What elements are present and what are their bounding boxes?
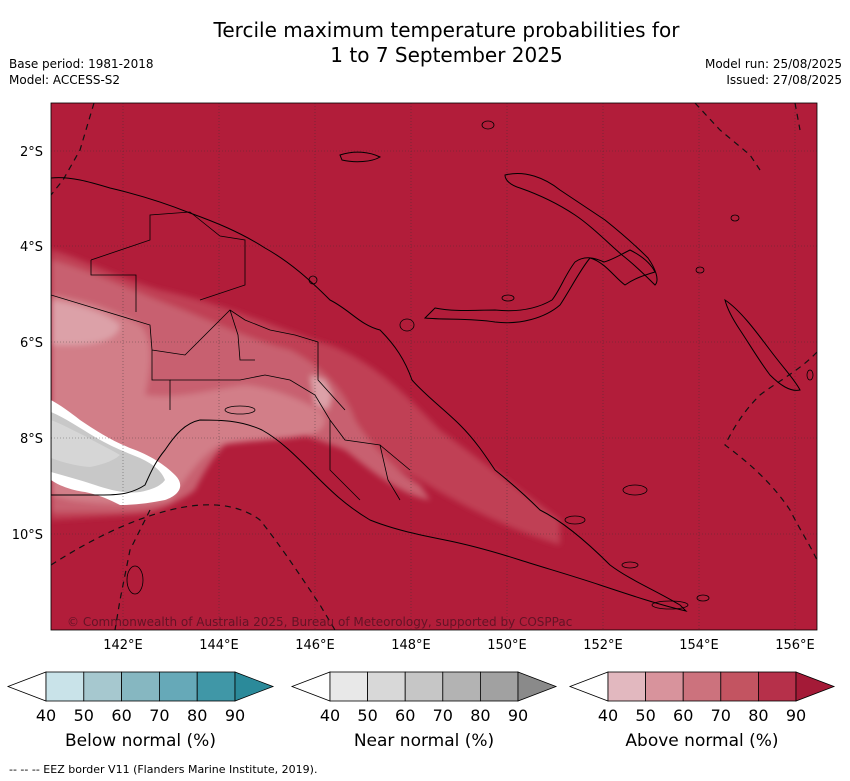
eez-footnote: -- -- -- EEZ border V11 (Flanders Marine…: [9, 763, 318, 776]
lon-label: 152°E: [583, 638, 623, 653]
above-normal-swatch: [645, 671, 684, 702]
lat-label: 10°S: [12, 528, 43, 543]
chart-title: Tercile maximum temperature probabilitie…: [0, 18, 850, 68]
meta-right: Model run: 25/08/2025 Issued: 27/08/2025: [705, 56, 842, 88]
title-line-1: Tercile maximum temperature probabilitie…: [213, 18, 680, 42]
title-line-2: 1 to 7 September 2025: [330, 43, 563, 67]
lat-labels: 2°S 4°S 6°S 8°S 10°S: [12, 145, 43, 543]
near-normal-swatch: [367, 671, 406, 702]
lat-label: 8°S: [20, 432, 43, 447]
lon-labels: 142°E 144°E 146°E 148°E 150°E 152°E 154°…: [103, 638, 815, 653]
below-normal-swatch: [45, 671, 85, 702]
new-britain-outline: [423, 249, 656, 324]
near-normal-tick-label: 70: [433, 706, 453, 725]
lon-label: 142°E: [103, 638, 143, 653]
above-normal-swatch: [758, 671, 797, 702]
near-normal-tick-label: 40: [320, 706, 340, 725]
below-normal-upper-extend: [234, 671, 275, 702]
near-normal-lower-extend: [290, 671, 331, 702]
copyright-text: © Commonwealth of Australia 2025, Bureau…: [67, 615, 572, 629]
near-normal-core: [51, 420, 120, 467]
above-normal-swatch: [720, 671, 759, 702]
issued-text: Issued: 27/08/2025: [726, 73, 842, 87]
near-normal-title: Near normal (%): [353, 731, 495, 751]
lat-label: 2°S: [20, 145, 43, 160]
model-run-text: Model run: 25/08/2025: [704, 57, 842, 71]
near-normal-swatch: [479, 671, 519, 702]
lon-label: 154°E: [679, 638, 719, 653]
above-normal-upper-extend: [795, 671, 836, 702]
below-normal-swatch: [83, 671, 123, 702]
above-normal-tick-label: 80: [748, 706, 768, 725]
band-50-east: [310, 375, 332, 410]
below-normal-tick-label: 90: [225, 706, 245, 725]
above-normal-tick-label: 90: [786, 706, 806, 725]
near-normal-swatch: [442, 671, 481, 702]
below-normal-tick-label: 70: [149, 706, 169, 725]
model-text: Model: ACCESS-S2: [9, 73, 121, 87]
below-normal-swatch: [158, 671, 198, 702]
lon-label: 144°E: [199, 638, 239, 653]
above-normal-lower-extend: [568, 671, 609, 702]
below-normal-title: Below normal (%): [65, 731, 216, 751]
bougainville-outline: [724, 298, 801, 391]
below-normal-swatch: [196, 671, 236, 702]
near-normal-tick-label: 50: [357, 706, 377, 725]
provincial-boundaries: [51, 211, 411, 501]
map-frame: [50, 102, 818, 631]
png-mainland-outline: [51, 177, 688, 612]
below-normal-tick-label: 50: [74, 706, 94, 725]
map-area: © Commonwealth of Australia 2025, Bureau…: [51, 103, 817, 630]
below-normal-tick-label: 40: [36, 706, 56, 725]
near-normal-tick-label: 80: [470, 706, 490, 725]
lon-label: 150°E: [487, 638, 527, 653]
meta-left: Base period: 1981-2018 Model: ACCESS-S2: [9, 56, 154, 88]
small-islands: [126, 120, 814, 610]
lon-label: 146°E: [295, 638, 335, 653]
manus-outline: [339, 151, 382, 163]
near-normal-swatch: [404, 671, 444, 702]
above-normal-tick-label: 60: [673, 706, 693, 725]
base-period-text: Base period: 1981-2018: [9, 57, 154, 71]
lon-label: 156°E: [775, 638, 815, 653]
eez-borders: [51, 103, 817, 630]
below-normal-tick-label: 80: [187, 706, 207, 725]
lat-label: 6°S: [20, 336, 43, 351]
above-normal-title: Above normal (%): [625, 731, 779, 751]
below-normal-lower-extend: [6, 671, 47, 702]
above-normal-tick-label: 50: [635, 706, 655, 725]
near-normal-tick-label: 60: [395, 706, 415, 725]
near-normal-tick-label: 90: [508, 706, 528, 725]
above-normal-swatch: [682, 671, 722, 702]
below-normal-tick-label: 60: [111, 706, 131, 725]
below-normal-swatch: [121, 671, 160, 702]
above-normal-tick-label: 40: [598, 706, 618, 725]
near-normal-upper-extend: [517, 671, 558, 702]
band-50: [51, 300, 120, 345]
lon-label: 148°E: [391, 638, 431, 653]
lat-label: 4°S: [20, 240, 43, 255]
colorbars: 40 50 60 70 80 90 40 50 60 70 80 90 40 50 60 70 80 90: [6, 671, 836, 725]
above-normal-swatch: [607, 671, 646, 702]
new-ireland-outline: [504, 173, 658, 286]
above-normal-tick-label: 70: [711, 706, 731, 725]
near-normal-swatch: [329, 671, 368, 702]
